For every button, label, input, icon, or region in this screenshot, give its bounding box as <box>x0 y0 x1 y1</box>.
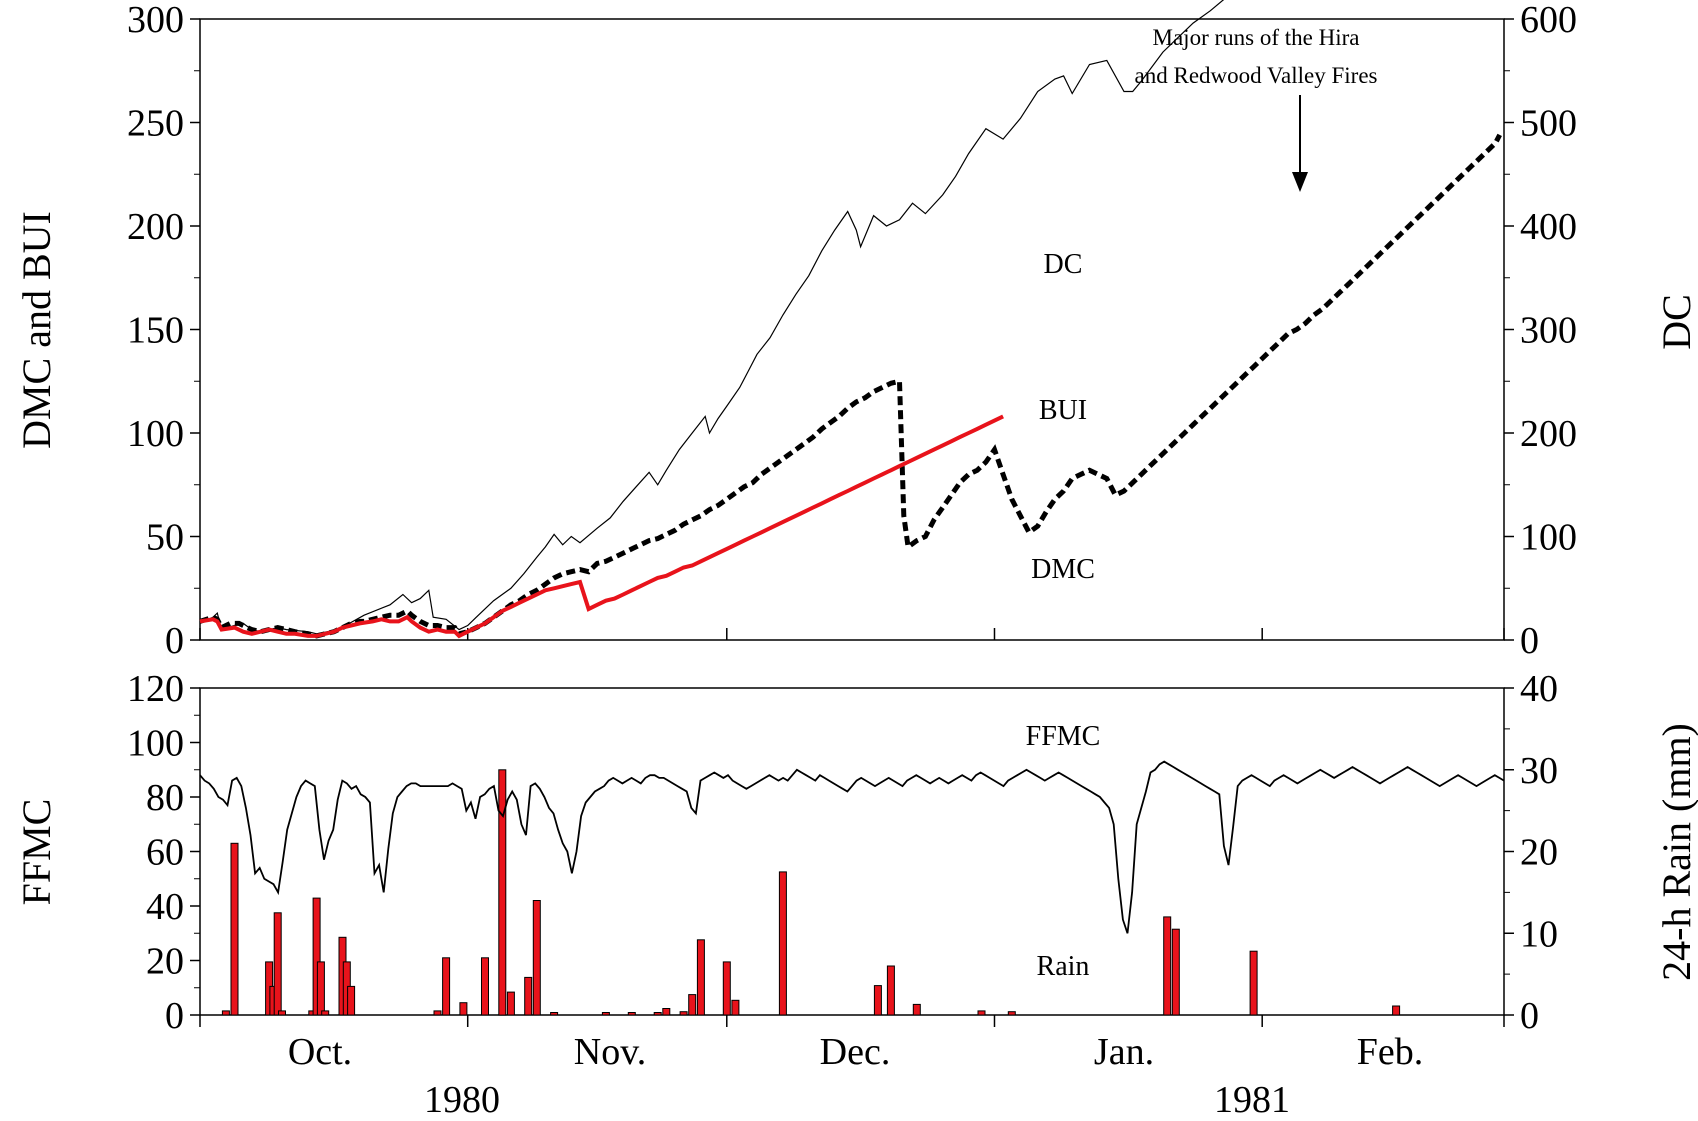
bottom-left-tick-label: 80 <box>146 777 184 819</box>
annotation-line-2: and Redwood Valley Fires <box>1135 63 1378 88</box>
rain-bar <box>433 1010 442 1016</box>
bottom-right-tick-label: 0 <box>1520 995 1539 1037</box>
rain-bar <box>688 994 697 1016</box>
rain-bar <box>442 957 451 1016</box>
bottom-left-tick-label: 20 <box>146 941 184 983</box>
rain-bar <box>886 965 895 1016</box>
rain-bar <box>550 1012 559 1016</box>
rain-bar <box>778 871 787 1016</box>
bottom-left-tick-label: 40 <box>146 886 184 928</box>
bottom-left-tick-label: 100 <box>127 723 184 765</box>
ffmc-line-layer <box>199 760 1505 934</box>
dc-line <box>199 0 1225 635</box>
top-plot-frame <box>199 18 1505 641</box>
dmc-line <box>199 414 1004 639</box>
month-label-dec: Dec. <box>820 1031 891 1073</box>
bui-line <box>199 133 1502 639</box>
rain-bar <box>278 1010 286 1016</box>
rain-bar <box>696 939 705 1016</box>
month-label-jan: Jan. <box>1094 1031 1154 1073</box>
top-right-tick-label: 200 <box>1520 413 1577 455</box>
top-left-tick-label: 300 <box>127 0 184 41</box>
year-label-1981: 1981 <box>1214 1079 1290 1121</box>
rain-bar <box>316 961 325 1016</box>
bottom-right-tick-label: 10 <box>1520 913 1558 955</box>
rain-bar <box>679 1011 688 1016</box>
rain-bar <box>347 985 356 1016</box>
rain-bar <box>1249 950 1258 1016</box>
month-label-oct: Oct. <box>288 1031 352 1073</box>
top-right-tick-label: 0 <box>1520 620 1539 662</box>
rain-bar <box>873 985 882 1016</box>
top-left-tick-label: 50 <box>146 517 184 559</box>
rain-bar <box>506 991 515 1016</box>
rain-bar <box>524 976 533 1016</box>
rain-bar <box>653 1012 662 1016</box>
bottom-left-tick-label: 0 <box>165 995 184 1037</box>
top-right-tick-label: 500 <box>1520 103 1577 145</box>
top-tick-layer: 0 50 100 150 200 250 300 0 100 200 300 400 500 600 <box>127 0 1577 662</box>
top-right-tick-label: 100 <box>1520 517 1577 559</box>
annotation-line-1: Major runs of the Hira <box>1153 25 1360 50</box>
rain-bar-layer <box>221 769 1401 1016</box>
bottom-right-tick-label: 30 <box>1520 750 1558 792</box>
rain-bar <box>627 1012 636 1016</box>
rain-bar <box>912 1003 921 1016</box>
top-left-tick-label: 200 <box>127 206 184 248</box>
rain-bar <box>722 961 731 1016</box>
top-left-tick-label: 250 <box>127 103 184 145</box>
rain-bar <box>321 1010 330 1016</box>
bottom-tick-layer: 0 20 40 60 80 100 120 0 10 20 30 40 <box>127 668 1558 1037</box>
rain-bar <box>662 1008 671 1016</box>
rain-bar <box>731 999 740 1016</box>
top-series-layer <box>199 0 1502 639</box>
rain-bar <box>481 957 489 1016</box>
rain-bar <box>221 1010 230 1016</box>
y-axis-label-left-bottom: FFMC <box>14 799 59 906</box>
top-left-tick-label: 0 <box>165 620 184 662</box>
rain-bar <box>1007 1011 1016 1016</box>
rain-bar <box>312 897 321 1016</box>
annotation-arrow-head <box>1292 172 1308 192</box>
rain-bar <box>532 900 541 1016</box>
rain-bar <box>1392 1005 1401 1016</box>
month-label-feb: Feb. <box>1357 1031 1424 1073</box>
top-right-tick-label: 300 <box>1520 310 1577 352</box>
top-right-tick-label: 600 <box>1520 0 1577 41</box>
ffmc-line <box>199 760 1505 934</box>
rain-series-label: Rain <box>1037 951 1090 982</box>
bottom-left-tick-label: 120 <box>127 668 184 710</box>
top-left-tick-label: 100 <box>127 413 184 455</box>
bottom-right-tick-label: 20 <box>1520 832 1558 874</box>
rain-bar <box>601 1012 610 1016</box>
rain-bar <box>1163 916 1172 1016</box>
y-axis-label-left-top: DMC and BUI <box>14 211 59 449</box>
month-label-nov: Nov. <box>574 1031 646 1073</box>
y-axis-label-right-top: DC <box>1654 294 1698 350</box>
rain-bar <box>230 842 239 1016</box>
bottom-right-tick-label: 40 <box>1520 668 1558 710</box>
bottom-plot-frame <box>199 687 1505 1016</box>
rain-bar <box>498 769 507 1016</box>
top-right-tick-label: 400 <box>1520 206 1577 248</box>
dc-series-label: DC <box>1044 249 1083 280</box>
top-left-tick-label: 150 <box>127 310 184 352</box>
rain-bar <box>977 1010 986 1016</box>
rain-bar <box>1171 928 1180 1016</box>
bui-series-label: BUI <box>1039 395 1087 426</box>
bottom-left-tick-label: 60 <box>146 832 184 874</box>
ffmc-series-label: FFMC <box>1026 721 1101 752</box>
rain-bar <box>273 912 282 1016</box>
dmc-series-label: DMC <box>1031 554 1095 585</box>
y-axis-label-right-bottom: 24-h Rain (mm) <box>1654 723 1698 981</box>
year-label-1980: 1980 <box>424 1079 500 1121</box>
rain-bar <box>459 1002 468 1016</box>
